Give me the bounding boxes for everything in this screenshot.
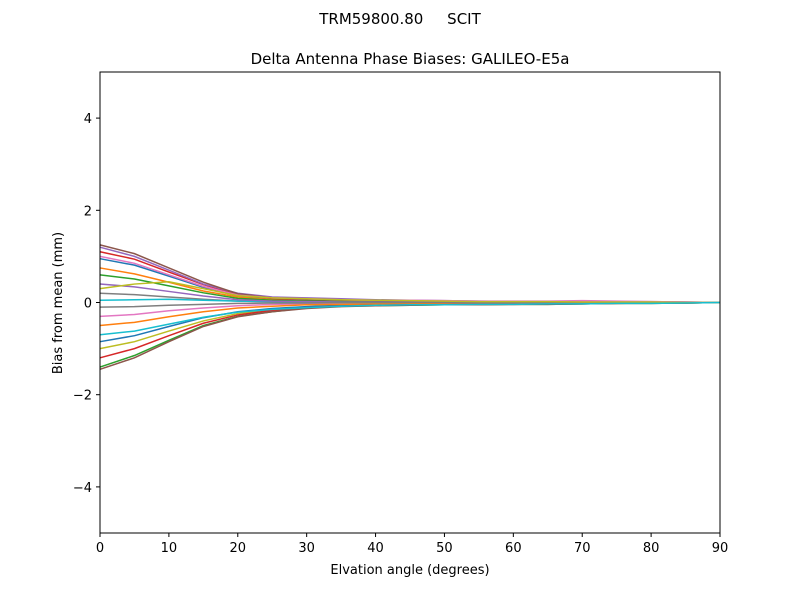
y-tick-label: 0 [84,297,92,312]
chart-title: Delta Antenna Phase Biases: GALILEO-E5a [251,50,570,68]
data-line [99,301,721,368]
y-tick-label: 4 [84,112,92,127]
y-tick-label: 2 [84,204,92,219]
data-line [99,280,720,304]
x-tick-label: 10 [161,541,178,556]
x-tick-label: 60 [505,541,522,556]
x-tick-label: 40 [367,541,384,556]
suptitle: TRM59800.80 SCIT [318,10,481,28]
x-tick-label: 20 [230,541,247,556]
y-tick-label: −4 [73,481,92,496]
y-tick-label: −2 [73,389,92,404]
x-tick-label: 80 [643,541,660,556]
x-axis-label: Elvation angle (degrees) [330,563,489,578]
data-line [99,244,720,304]
y-axis-label: Bias from mean (mm) [51,232,66,374]
x-tick-label: 90 [712,541,729,556]
x-tick-label: 30 [298,541,315,556]
data-line [99,267,720,304]
x-tick-label: 50 [436,541,453,556]
data-line [99,301,721,336]
x-tick-label: 0 [96,541,104,556]
x-tick-label: 70 [574,541,591,556]
